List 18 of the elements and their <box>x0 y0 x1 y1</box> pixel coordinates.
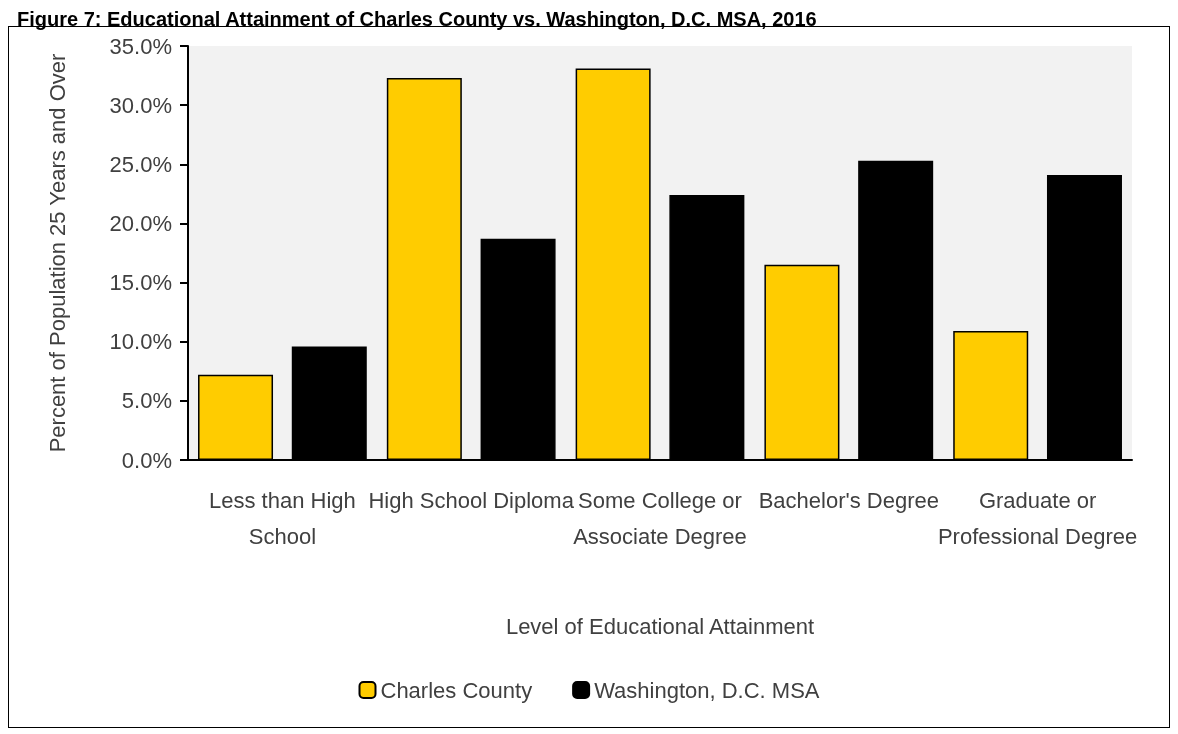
y-tick-label: 0.0% <box>121 447 172 473</box>
y-tick-label: 20.0% <box>109 210 172 236</box>
x-tick-label: Graduate or Professional Degree <box>937 487 1138 549</box>
x-axis-title: Level of Educational Attainment <box>505 613 815 639</box>
x-tick-label: Some College or Associate Degree <box>573 487 747 549</box>
chart-title: Figure 7: Educational Attainment of Charles County vs. Washington, D.C. MSA, 2016 <box>17 8 817 30</box>
y-tick-label: 25.0% <box>109 151 172 177</box>
x-tick-label: Less than High School <box>209 487 356 549</box>
y-tick-label: 10.0% <box>109 329 172 355</box>
x-tick-label: High School Diploma <box>368 487 575 513</box>
y-tick-label: 15.0% <box>109 270 172 296</box>
y-tick-label: 30.0% <box>109 92 172 118</box>
y-axis-title: Percent of Population 25 Years and Over <box>44 53 70 453</box>
y-tick-label: 35.0% <box>109 33 172 59</box>
legend-label: Washington, D.C. MSA <box>594 677 820 703</box>
legend-label: Charles County <box>380 677 533 703</box>
y-tick-label: 5.0% <box>121 388 172 414</box>
x-tick-label: Bachelor's Degree <box>758 487 939 513</box>
